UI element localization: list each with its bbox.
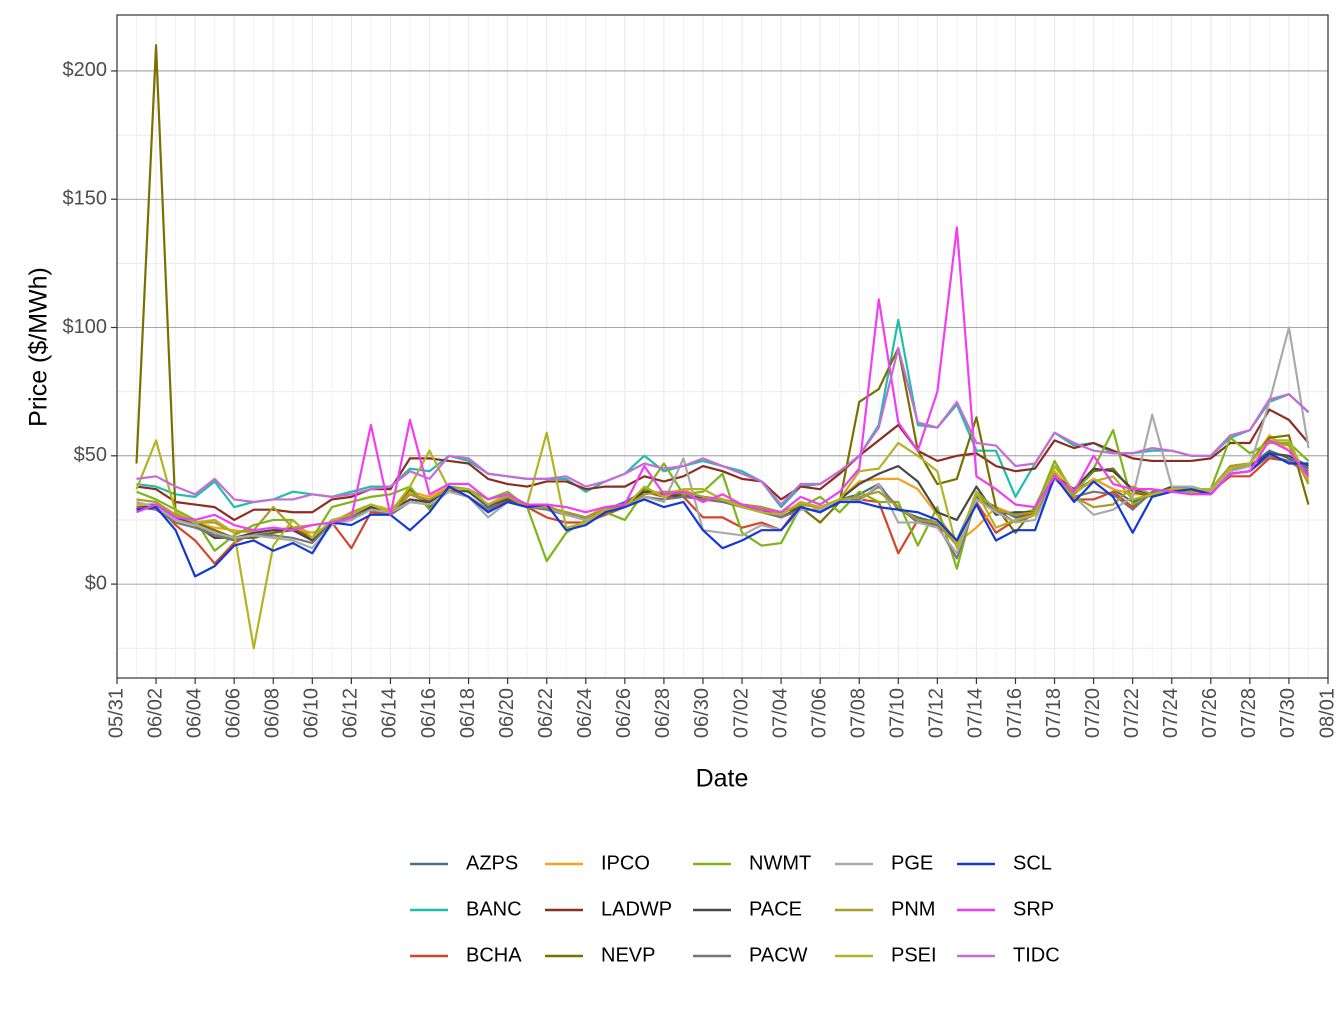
x-tick-label: 06/30: [691, 688, 713, 738]
plot-border: [116, 14, 1329, 679]
y-tick-label: $0: [85, 572, 107, 594]
series-line: [136, 346, 1310, 506]
legend-label: PSEI: [891, 944, 937, 966]
legend-label: BANC: [466, 898, 522, 920]
legend-label: SCL: [1013, 852, 1052, 874]
x-tick-label: 06/16: [418, 688, 440, 738]
x-tick-label: 06/04: [183, 688, 205, 738]
axes: $0 $50 $100 $150 $200 05/31 06/02 06/04 06/06 06/…: [63, 59, 1339, 738]
series-line: [135, 431, 1310, 650]
legend-label: PNM: [891, 898, 935, 920]
x-tick-label: 07/06: [808, 688, 830, 738]
x-tick-label: 06/14: [379, 688, 401, 738]
x-tick-label: 06/26: [613, 688, 635, 738]
legend-label: PACE: [749, 898, 802, 920]
legend-label: IPCO: [601, 852, 650, 874]
x-tick-label: 06/28: [652, 688, 674, 738]
series-line: [136, 408, 1310, 522]
x-axis-title: Date: [696, 765, 749, 793]
x-tick-label: 07/10: [887, 688, 909, 738]
series-line: [136, 226, 1310, 532]
legend-label: PACW: [749, 944, 808, 966]
x-tick-label: 06/02: [144, 688, 166, 738]
grid: [116, 15, 1329, 678]
y-axis-title: Price ($/MWh): [25, 267, 53, 427]
y-tick-label: $150: [63, 188, 108, 210]
x-tick-label: 06/12: [340, 688, 362, 738]
x-tick-label: 07/26: [1199, 688, 1221, 738]
y-tick-label: $200: [63, 59, 108, 81]
y-tick-label: $50: [74, 444, 107, 466]
legend-label: TIDC: [1013, 944, 1060, 966]
x-tick-label: 07/30: [1277, 688, 1299, 738]
x-tick-label: 07/24: [1160, 688, 1182, 738]
x-tick-label: 07/20: [1082, 688, 1104, 738]
x-tick-label: 07/18: [1043, 688, 1065, 738]
x-tick-label: 08/01: [1316, 688, 1338, 738]
x-tick-label: 07/22: [1121, 688, 1143, 738]
lines: [135, 44, 1310, 650]
x-tick-label: 07/08: [848, 688, 870, 738]
x-tick-label: 07/14: [965, 688, 987, 738]
x-tick-label: 06/24: [574, 688, 596, 738]
legend-label: NEVP: [601, 944, 655, 966]
x-tick-label: 07/28: [1238, 688, 1260, 738]
series-line: [136, 429, 1310, 570]
y-tick-label: $100: [63, 316, 108, 338]
x-tick-label: 06/22: [535, 688, 557, 738]
x-tick-label: 07/12: [926, 688, 948, 738]
x-tick-label: 06/20: [496, 688, 518, 738]
legend: AZPS BANC BCHA IPCO LADWP NEVP NWMT PACE PACW PGE…: [410, 852, 1060, 966]
series-line: [136, 326, 1310, 555]
x-tick-label: 06/10: [301, 688, 323, 738]
x-tick-label: 07/02: [730, 688, 752, 738]
x-tick-label: 06/18: [457, 688, 479, 738]
x-tick-label: 05/31: [105, 688, 127, 738]
x-tick-label: 07/04: [769, 688, 791, 738]
x-tick-label: 07/16: [1004, 688, 1026, 738]
x-tick-label: 06/08: [262, 688, 284, 738]
legend-label: SRP: [1013, 898, 1054, 920]
legend-label: NWMT: [749, 852, 811, 874]
legend-label: BCHA: [466, 944, 522, 966]
x-tick-label: 06/06: [222, 688, 244, 738]
legend-label: PGE: [891, 852, 933, 874]
legend-label: LADWP: [601, 898, 672, 920]
legend-label: AZPS: [466, 852, 518, 874]
